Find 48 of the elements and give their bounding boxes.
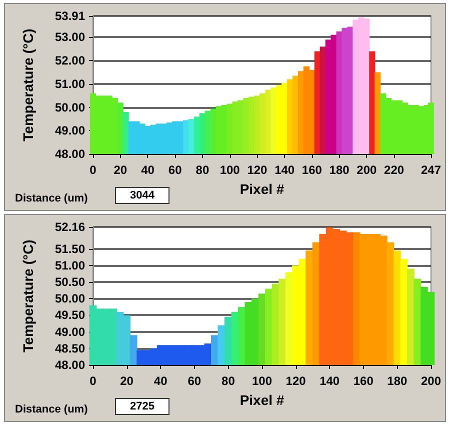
- x-tick-label: 200: [356, 163, 378, 177]
- x-tick-label: 120: [286, 374, 306, 388]
- x-tick-label: 180: [387, 374, 408, 388]
- x-tick-label: 60: [188, 374, 202, 388]
- x-tick-label: 40: [154, 374, 168, 388]
- y-tick-label: 52.16: [54, 220, 86, 234]
- x-tick-label: 200: [420, 374, 442, 388]
- x-tick-label: 40: [141, 163, 155, 177]
- y-tick-label: 49.00: [54, 324, 86, 339]
- y-tick-label: 48.00: [54, 147, 86, 161]
- text: Distance (um): [15, 192, 88, 204]
- x-axis-title: Pixel #: [240, 181, 284, 197]
- x-tick-label: 20: [120, 374, 134, 388]
- x-tick-label: 220: [384, 163, 404, 177]
- y-tick-label: 48.00: [54, 358, 86, 372]
- y-tick-label: 51.50: [54, 242, 86, 256]
- x-tick-label: 80: [196, 163, 210, 177]
- text: Distance (um): [15, 404, 88, 416]
- text: 3044: [130, 190, 156, 202]
- y-tick-label: 53.00: [54, 30, 86, 44]
- x-tick-label: 0: [90, 374, 97, 388]
- x-tick-label: 120: [247, 163, 268, 177]
- x-tick-label: 247: [420, 163, 442, 177]
- x-tick-label: 140: [274, 163, 295, 177]
- y-tick-label: 53.91: [54, 9, 86, 23]
- x-tick-label: 160: [302, 163, 322, 177]
- x-tick-label: 140: [320, 374, 340, 388]
- x-tick-label: 60: [168, 163, 182, 177]
- y-tick-label: 52.00: [54, 54, 86, 68]
- x-tick-label: 0: [90, 163, 97, 177]
- x-tick-label: 100: [220, 163, 240, 177]
- x-tick-label: 100: [252, 374, 272, 388]
- y-tick-label: 49.50: [54, 308, 86, 322]
- y-tick-label: 51.00: [54, 76, 86, 91]
- y-axis-title: Temperature (°C): [20, 28, 36, 142]
- y-axis-title: Temperature (°C): [20, 240, 36, 352]
- y-tick-label: 50.00: [54, 100, 86, 114]
- y-tick-label: 48.50: [54, 341, 86, 356]
- x-tick-label: 160: [353, 374, 374, 388]
- x-tick-label: 80: [222, 374, 236, 388]
- y-tick-label: 51.00: [54, 258, 86, 272]
- x-tick-label: 20: [114, 163, 128, 177]
- y-tick-label: 49.00: [54, 124, 86, 138]
- y-tick-label: 50.50: [54, 275, 86, 290]
- x-axis-title: Pixel #: [240, 392, 284, 408]
- x-tick-label: 180: [329, 163, 350, 177]
- y-tick-label: 50.00: [54, 292, 86, 306]
- text: 2725: [130, 400, 154, 412]
